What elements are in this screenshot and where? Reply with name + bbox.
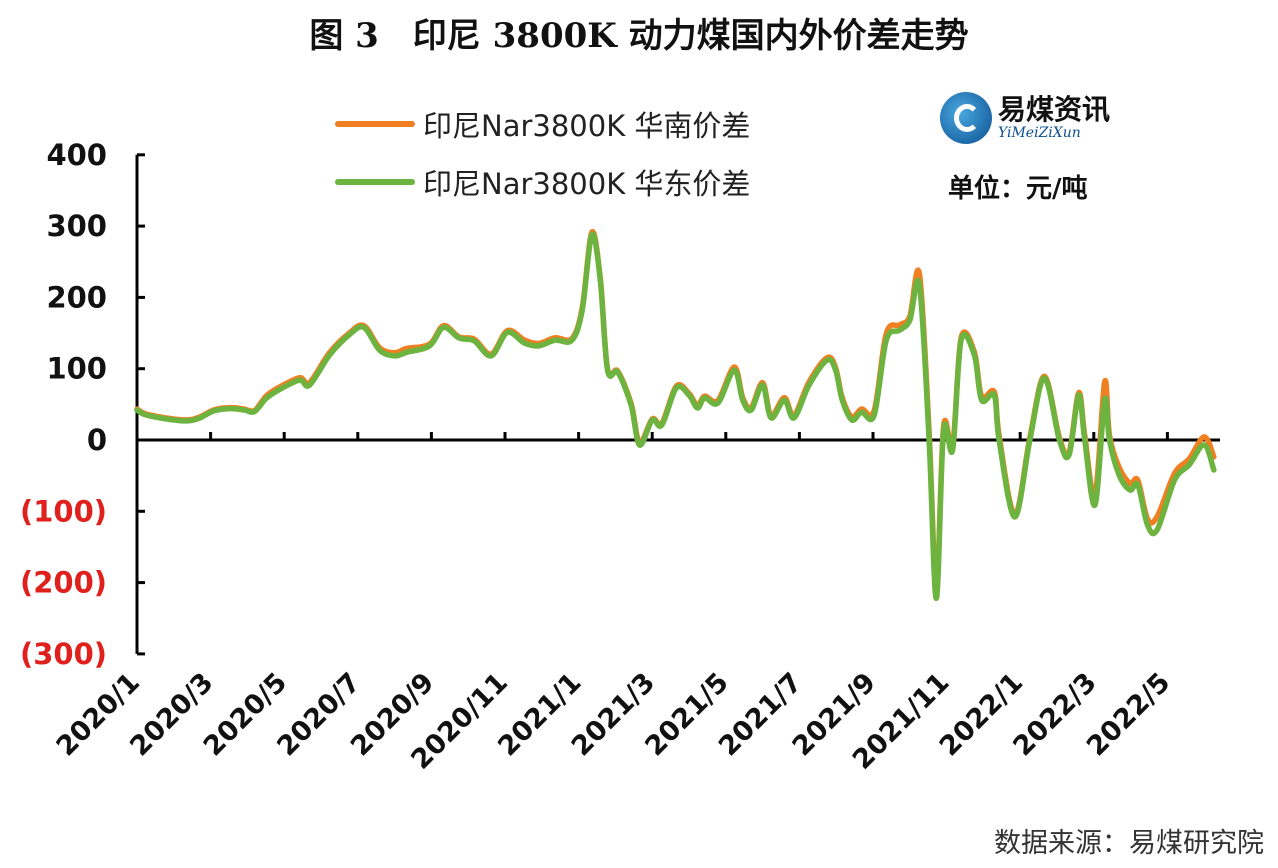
source-note: 数据来源：易煤研究院 — [994, 828, 1264, 859]
legend-item-east: 印尼Nar3800K 华东价差 — [335, 153, 750, 211]
y-tick-label: 300 — [46, 209, 107, 243]
legend-swatch-east — [335, 179, 415, 185]
y-tick-label: (200) — [20, 566, 107, 600]
y-tick-label: 200 — [46, 280, 107, 314]
logo: 易煤资讯 YiMeiZiXun — [940, 92, 1110, 144]
chart-title: 图 3 印尼 3800K 动力煤国内外价差走势 — [309, 16, 969, 56]
logo-icon — [940, 92, 992, 144]
series-lines — [134, 229, 1217, 602]
x-tick-label: 2022/5 — [1081, 667, 1176, 762]
legend-label-east: 印尼Nar3800K 华东价差 — [423, 167, 751, 201]
logo-name-en: YiMeiZiXun — [998, 125, 1081, 141]
series-line-east — [134, 231, 1217, 602]
legend-label-south: 印尼Nar3800K 华南价差 — [423, 109, 751, 143]
legend-item-south: 印尼Nar3800K 华南价差 — [335, 95, 750, 153]
y-tick-label: 100 — [46, 352, 107, 386]
y-tick-label: 400 — [46, 138, 107, 172]
axes: 4003002001000(100)(200)(300)2020/12020/3… — [20, 138, 1220, 776]
legend-swatch-south — [335, 121, 415, 127]
unit-label: 单位：元/吨 — [948, 174, 1088, 204]
y-tick-label: (300) — [20, 637, 107, 671]
y-tick-label: (100) — [20, 494, 107, 528]
y-tick-label: 0 — [87, 423, 107, 457]
logo-name: 易煤资讯 — [998, 93, 1111, 126]
legend: 印尼Nar3800K 华南价差 印尼Nar3800K 华东价差 — [335, 95, 750, 211]
